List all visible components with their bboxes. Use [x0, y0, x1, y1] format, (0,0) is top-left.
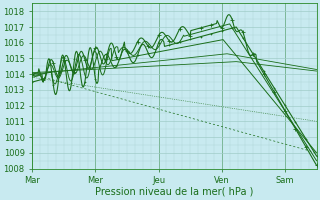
X-axis label: Pression niveau de la mer( hPa ): Pression niveau de la mer( hPa ): [95, 187, 253, 197]
